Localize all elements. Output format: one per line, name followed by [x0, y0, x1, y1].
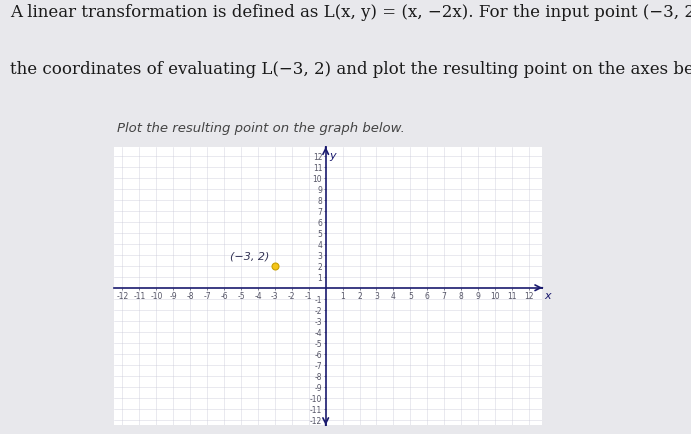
Point [269, 263, 281, 270]
Text: the coordinates of evaluating L(−3, 2) and plot the resulting point on the axes : the coordinates of evaluating L(−3, 2) a… [10, 61, 691, 78]
Text: A linear transformation is defined as L(x, y) = (x, −2x). For the input point (−: A linear transformation is defined as L(… [10, 4, 691, 21]
Text: Plot the resulting point on the graph below.: Plot the resulting point on the graph be… [117, 122, 406, 135]
Text: x: x [544, 291, 551, 301]
Text: y: y [329, 151, 336, 161]
Text: (−3, 2): (−3, 2) [230, 251, 269, 261]
